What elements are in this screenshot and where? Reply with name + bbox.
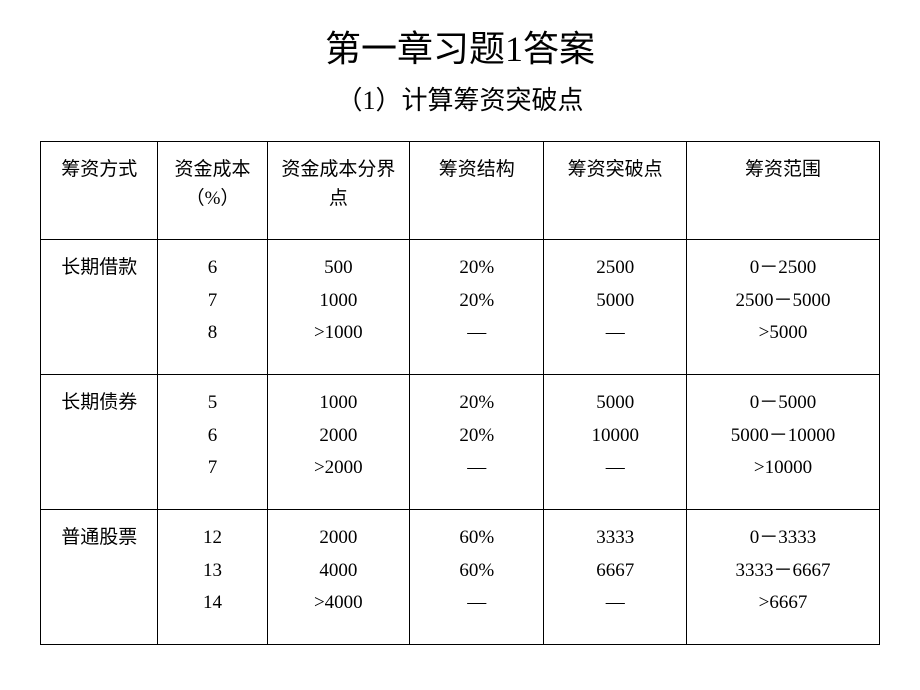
cell-value: 0－3333 [750,524,817,553]
cell-value: 7 [208,287,218,316]
cell-value: >2000 [314,454,363,483]
cell-structure: 20% 20% — [410,375,544,510]
table-body: 长期借款 6 7 8 500 1000 >1000 20% 20% — 2500 5000 — 0－250… [41,240,880,645]
cell-value: 60% [459,557,494,586]
cell-value: 1000 [319,287,357,316]
cell-value: 6 [208,254,218,283]
cell-value: 3333 [596,524,634,553]
cell-method: 普通股票 [41,510,158,645]
cell-cutoff: 2000 4000 >4000 [267,510,410,645]
table-row: 长期债券 5 6 7 1000 2000 >2000 20% 20% — 5000 10000 — 0－5… [41,375,880,510]
header-breakpoint: 筹资突破点 [544,142,687,240]
cell-value: 1000 [319,389,357,418]
cell-value: — [467,589,486,618]
cell-value: 2500 [596,254,634,283]
header-method: 筹资方式 [41,142,158,240]
cell-value: — [606,589,625,618]
cell-breakpoint: 2500 5000 — [544,240,687,375]
cell-value: >4000 [314,589,363,618]
cell-value: >10000 [754,454,812,483]
cell-value: — [606,319,625,348]
cell-range: 0－3333 3333－6667 >6667 [687,510,880,645]
cell-value: 20% [459,254,494,283]
cell-value: 7 [208,454,218,483]
cell-value: 10000 [591,422,639,451]
cell-cost: 12 13 14 [158,510,267,645]
table-row: 长期借款 6 7 8 500 1000 >1000 20% 20% — 2500 5000 — 0－250… [41,240,880,375]
cell-value: 2000 [319,524,357,553]
cell-value: 2500－5000 [735,287,830,316]
header-cutoff: 资金成本分界点 [267,142,410,240]
cell-value: 13 [203,557,222,586]
cell-value: 4000 [319,557,357,586]
cell-value: >5000 [759,319,808,348]
cell-value: >6667 [759,589,808,618]
cell-range: 0－2500 2500－5000 >5000 [687,240,880,375]
cell-breakpoint: 5000 10000 — [544,375,687,510]
cell-cutoff: 500 1000 >1000 [267,240,410,375]
cell-value: 6667 [596,557,634,586]
cell-value: 0－5000 [750,389,817,418]
table-row: 普通股票 12 13 14 2000 4000 >4000 60% 60% — 3333 6667 — 0… [41,510,880,645]
cell-value: — [606,454,625,483]
page-title: 第一章习题1答案 [40,20,880,72]
cell-value: 6 [208,422,218,451]
cell-value: >1000 [314,319,363,348]
cell-value: 60% [459,524,494,553]
cell-value: 20% [459,389,494,418]
cell-cutoff: 1000 2000 >2000 [267,375,410,510]
cell-value: 5000 [596,389,634,418]
header-cost: 资金成本（%） [158,142,267,240]
header-structure: 筹资结构 [410,142,544,240]
cell-value: 500 [324,254,353,283]
cell-value: 12 [203,524,222,553]
header-range: 筹资范围 [687,142,880,240]
cell-value: — [467,454,486,483]
cell-value: — [467,319,486,348]
cell-value: 14 [203,589,222,618]
cell-method: 长期债券 [41,375,158,510]
page-subtitle: （1）计算筹资突破点 [40,80,880,117]
cell-structure: 20% 20% — [410,240,544,375]
cell-value: 8 [208,319,218,348]
cell-structure: 60% 60% — [410,510,544,645]
cell-value: 20% [459,287,494,316]
cell-value: 3333－6667 [735,557,830,586]
cell-breakpoint: 3333 6667 — [544,510,687,645]
cell-value: 5000－10000 [731,422,836,451]
financing-table: 筹资方式 资金成本（%） 资金成本分界点 筹资结构 筹资突破点 筹资范围 长期借… [40,141,880,645]
cell-value: 0－2500 [750,254,817,283]
cell-cost: 6 7 8 [158,240,267,375]
table-header-row: 筹资方式 资金成本（%） 资金成本分界点 筹资结构 筹资突破点 筹资范围 [41,142,880,240]
cell-method: 长期借款 [41,240,158,375]
cell-range: 0－5000 5000－10000 >10000 [687,375,880,510]
cell-value: 5000 [596,287,634,316]
cell-value: 5 [208,389,218,418]
cell-cost: 5 6 7 [158,375,267,510]
cell-value: 2000 [319,422,357,451]
cell-value: 20% [459,422,494,451]
